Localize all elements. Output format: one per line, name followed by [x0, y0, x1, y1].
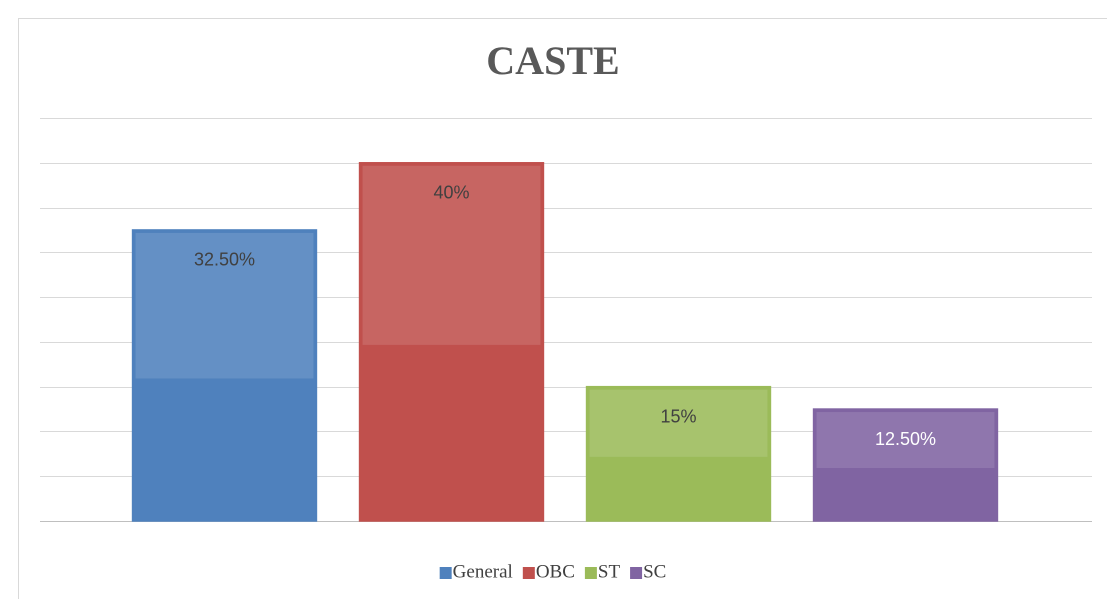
legend-label: SC — [643, 561, 666, 582]
bar-sheen — [816, 412, 995, 469]
data-label: 32.50% — [194, 250, 255, 270]
bar — [131, 229, 318, 522]
legend-label: OBC — [536, 561, 575, 582]
chart-border — [18, 18, 1107, 599]
bar — [358, 162, 545, 522]
legend-swatch — [522, 567, 535, 579]
legend-swatch — [584, 567, 597, 579]
bar — [585, 385, 772, 522]
bar-sheen — [589, 389, 768, 457]
legend: General OBC ST SC — [439, 561, 666, 582]
legend-label: ST — [598, 561, 621, 582]
data-label: 15% — [660, 406, 696, 426]
data-label: 12.50% — [875, 429, 936, 449]
chart-title: CASTE — [486, 38, 619, 83]
legend-swatch — [439, 567, 452, 579]
legend-label: General — [453, 561, 513, 582]
legend-swatch — [630, 567, 643, 579]
bar — [812, 408, 999, 522]
bar-sheen — [362, 165, 541, 345]
data-label: 40% — [433, 183, 469, 203]
bar-sheen — [135, 232, 314, 379]
